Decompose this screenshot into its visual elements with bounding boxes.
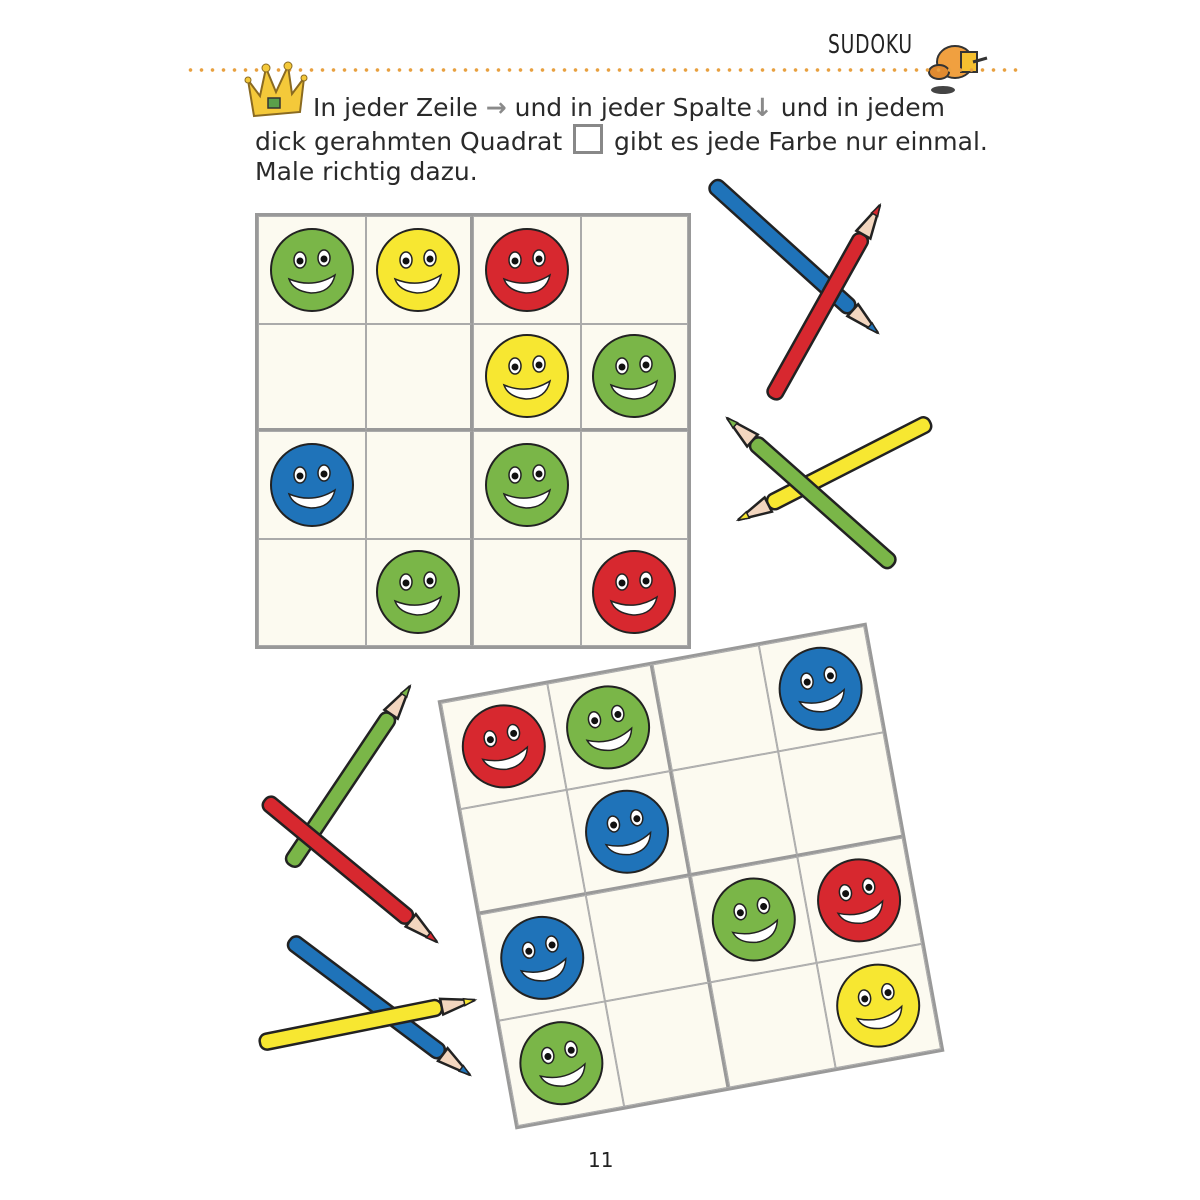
red-smiley-icon <box>484 227 569 312</box>
grid-cell[interactable] <box>652 645 778 771</box>
grid-cell[interactable] <box>671 751 797 876</box>
grid-cell[interactable] <box>546 664 672 790</box>
yellow-smiley-icon <box>484 334 569 419</box>
grid-cell[interactable] <box>580 323 688 431</box>
grid-cell[interactable] <box>365 538 473 646</box>
grid-cell[interactable] <box>604 981 730 1107</box>
green-smiley-icon <box>269 227 354 312</box>
arrow-right-icon: → <box>485 93 507 122</box>
square-icon <box>573 124 604 154</box>
grid-cell[interactable] <box>473 431 581 539</box>
yellow-smiley-icon <box>836 963 921 1048</box>
blue-pencil-icon <box>708 178 880 335</box>
grid-cell[interactable] <box>258 216 366 324</box>
grid-cell[interactable] <box>258 431 366 539</box>
instruction-text: gibt es jede Farbe nur einmal. <box>614 127 988 156</box>
instruction-text: und in jedem <box>780 93 945 122</box>
grid-cell[interactable] <box>473 538 581 646</box>
green-smiley-icon <box>592 334 677 419</box>
grid-cell[interactable] <box>796 837 922 963</box>
grid-cell[interactable] <box>566 770 691 896</box>
grid-cell[interactable] <box>580 431 688 539</box>
crown-icon <box>244 61 308 118</box>
blue-smiley-icon <box>585 789 670 874</box>
grid-cell[interactable] <box>580 216 688 324</box>
grid-cell[interactable] <box>258 323 366 431</box>
grid-cell[interactable] <box>365 431 473 539</box>
grid-cell[interactable] <box>580 538 688 646</box>
dotted-divider <box>185 68 1020 72</box>
grid-cell[interactable] <box>815 943 941 1069</box>
green-smiley-icon <box>519 1021 604 1106</box>
grid-cell[interactable] <box>585 876 711 1001</box>
grid-cell[interactable] <box>365 323 473 431</box>
dog-mascot-icon <box>928 45 988 94</box>
instruction-line-2: dick gerahmten Quadrat gibt es jede Farb… <box>255 124 988 158</box>
instruction-text: In jeder Zeile <box>313 93 478 122</box>
green-smiley-icon <box>484 442 569 527</box>
instruction-line-1: In jeder Zeile → und in jeder Spalte↓ un… <box>313 92 945 124</box>
grid-cell[interactable] <box>473 323 581 431</box>
red-smiley-icon <box>461 704 546 789</box>
grid-cell[interactable] <box>479 895 605 1021</box>
green-pencil-icon <box>725 416 897 570</box>
grid-cell[interactable] <box>258 538 366 646</box>
grid-cell[interactable] <box>691 856 816 982</box>
yellow-pencil-icon <box>258 997 478 1051</box>
red-smiley-icon <box>592 550 677 635</box>
grid-cell[interactable] <box>473 216 581 324</box>
page-number: 11 <box>588 1148 614 1172</box>
grid-cell[interactable] <box>777 731 903 857</box>
grid-cell[interactable] <box>758 626 884 752</box>
instruction-text: und in jeder Spalte <box>514 93 752 122</box>
grid-cell[interactable] <box>460 789 586 915</box>
blue-smiley-icon <box>778 646 863 731</box>
red-smiley-icon <box>817 858 902 943</box>
grid-cell[interactable] <box>498 1000 624 1126</box>
arrow-down-icon: ↓ <box>751 93 773 122</box>
blue-smiley-icon <box>269 442 354 527</box>
yellow-smiley-icon <box>376 227 461 312</box>
sudoku-grid-2 <box>437 622 945 1130</box>
grid-cell[interactable] <box>365 216 473 324</box>
grid-cell[interactable] <box>441 683 567 809</box>
red-pencil-icon <box>766 202 882 401</box>
red-pencil-icon <box>261 795 439 944</box>
green-smiley-icon <box>376 550 461 635</box>
green-smiley-icon <box>566 685 651 770</box>
blue-smiley-icon <box>499 915 584 1000</box>
sudoku-grid-1 <box>255 213 691 649</box>
instruction-line-3: Male richtig dazu. <box>255 157 478 186</box>
section-title: SUDOKU <box>828 30 913 60</box>
instruction-text: dick gerahmten Quadrat <box>255 127 563 156</box>
grid-cell[interactable] <box>710 962 836 1088</box>
blue-pencil-icon <box>286 935 472 1077</box>
green-smiley-icon <box>711 877 796 962</box>
